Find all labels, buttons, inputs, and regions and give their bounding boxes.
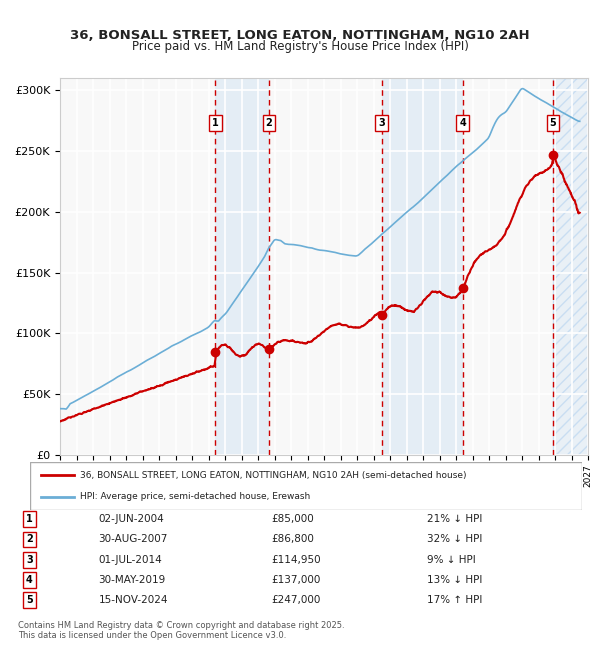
Bar xyxy=(215,78,269,455)
Text: 30-MAY-2019: 30-MAY-2019 xyxy=(98,575,166,585)
Text: 5: 5 xyxy=(550,118,556,128)
Text: £137,000: £137,000 xyxy=(271,575,320,585)
Text: £247,000: £247,000 xyxy=(271,595,320,605)
Text: 17% ↑ HPI: 17% ↑ HPI xyxy=(427,595,482,605)
Text: 36, BONSALL STREET, LONG EATON, NOTTINGHAM, NG10 2AH: 36, BONSALL STREET, LONG EATON, NOTTINGH… xyxy=(70,29,530,42)
Text: 2: 2 xyxy=(26,534,32,545)
Text: £86,800: £86,800 xyxy=(271,534,314,545)
Text: £85,000: £85,000 xyxy=(271,514,314,525)
Bar xyxy=(553,78,588,455)
Text: 30-AUG-2007: 30-AUG-2007 xyxy=(98,534,168,545)
Text: 32% ↓ HPI: 32% ↓ HPI xyxy=(427,534,482,545)
Text: 13% ↓ HPI: 13% ↓ HPI xyxy=(427,575,482,585)
Text: £114,950: £114,950 xyxy=(271,554,321,565)
Text: 21% ↓ HPI: 21% ↓ HPI xyxy=(427,514,482,525)
Text: 36, BONSALL STREET, LONG EATON, NOTTINGHAM, NG10 2AH (semi-detached house): 36, BONSALL STREET, LONG EATON, NOTTINGH… xyxy=(80,471,466,480)
Text: 5: 5 xyxy=(26,595,32,605)
Text: 1: 1 xyxy=(212,118,219,128)
Text: 3: 3 xyxy=(26,554,32,565)
Text: Price paid vs. HM Land Registry's House Price Index (HPI): Price paid vs. HM Land Registry's House … xyxy=(131,40,469,53)
Text: 2: 2 xyxy=(266,118,272,128)
Text: 1: 1 xyxy=(26,514,32,525)
Text: Contains HM Land Registry data © Crown copyright and database right 2025.: Contains HM Land Registry data © Crown c… xyxy=(18,621,344,630)
Text: 3: 3 xyxy=(379,118,385,128)
Text: 15-NOV-2024: 15-NOV-2024 xyxy=(98,595,168,605)
Text: This data is licensed under the Open Government Licence v3.0.: This data is licensed under the Open Gov… xyxy=(18,630,286,640)
Bar xyxy=(382,78,463,455)
Text: 9% ↓ HPI: 9% ↓ HPI xyxy=(427,554,475,565)
Text: 4: 4 xyxy=(26,575,32,585)
Text: HPI: Average price, semi-detached house, Erewash: HPI: Average price, semi-detached house,… xyxy=(80,492,310,501)
Text: 01-JUL-2014: 01-JUL-2014 xyxy=(98,554,162,565)
FancyBboxPatch shape xyxy=(30,462,582,510)
Text: 4: 4 xyxy=(460,118,466,128)
Text: 02-JUN-2004: 02-JUN-2004 xyxy=(98,514,164,525)
